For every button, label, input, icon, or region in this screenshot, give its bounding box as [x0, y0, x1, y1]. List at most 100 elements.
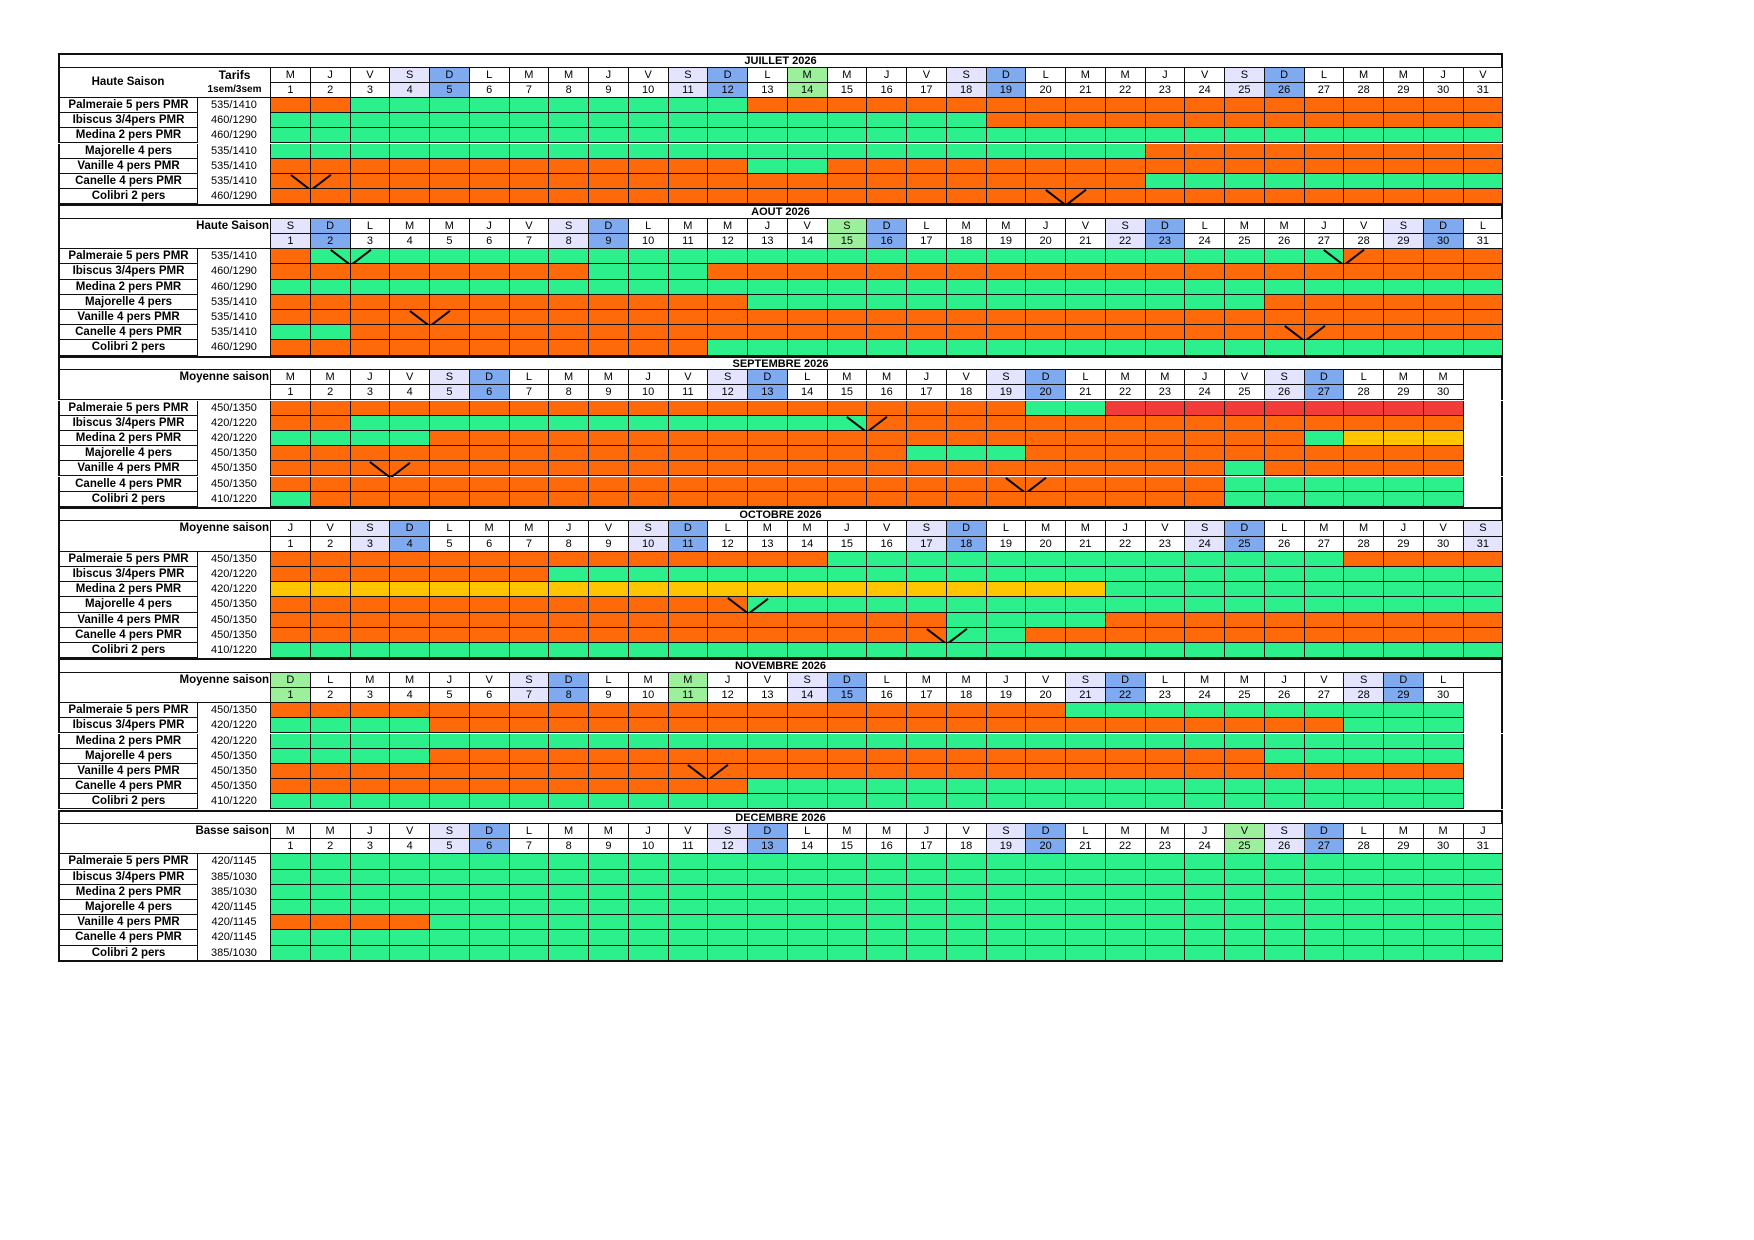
availability-cell[interactable]	[1026, 415, 1066, 431]
availability-cell[interactable]	[1225, 733, 1265, 749]
availability-cell[interactable]	[748, 249, 788, 265]
availability-cell[interactable]	[1423, 158, 1464, 174]
availability-cell[interactable]	[986, 446, 1027, 462]
availability-cell[interactable]	[907, 794, 947, 810]
availability-cell[interactable]	[1066, 310, 1106, 326]
availability-cell[interactable]	[628, 779, 669, 795]
availability-cell[interactable]	[509, 915, 550, 931]
availability-cell[interactable]	[1344, 310, 1384, 326]
availability-cell[interactable]	[509, 597, 550, 613]
availability-cell[interactable]	[827, 143, 868, 159]
availability-cell[interactable]	[946, 551, 987, 567]
availability-cell[interactable]	[668, 900, 709, 916]
availability-cell[interactable]	[668, 567, 709, 583]
availability-cell[interactable]	[390, 310, 430, 326]
availability-cell[interactable]	[350, 294, 391, 310]
availability-cell[interactable]	[271, 143, 311, 159]
availability-cell[interactable]	[1105, 97, 1146, 114]
availability-cell[interactable]	[787, 551, 828, 567]
availability-cell[interactable]	[748, 340, 788, 356]
availability-cell[interactable]	[668, 945, 709, 961]
availability-cell[interactable]	[390, 340, 430, 356]
availability-cell[interactable]	[827, 461, 868, 477]
availability-cell[interactable]	[271, 915, 311, 931]
availability-cell[interactable]	[1026, 582, 1066, 598]
availability-cell[interactable]	[986, 718, 1027, 734]
availability-cell[interactable]	[589, 476, 629, 492]
availability-cell[interactable]	[907, 733, 947, 749]
availability-cell[interactable]	[1145, 854, 1186, 870]
availability-cell[interactable]	[350, 551, 391, 567]
availability-cell[interactable]	[668, 748, 709, 764]
availability-cell[interactable]	[1264, 491, 1305, 507]
availability-cell[interactable]	[469, 779, 510, 795]
availability-cell[interactable]	[350, 869, 391, 885]
availability-cell[interactable]	[271, 567, 311, 583]
availability-cell[interactable]	[748, 491, 788, 507]
availability-cell[interactable]	[1185, 748, 1225, 764]
availability-cell[interactable]	[668, 430, 709, 447]
availability-cell[interactable]	[549, 430, 589, 447]
availability-cell[interactable]	[1105, 854, 1146, 870]
availability-cell[interactable]	[1225, 249, 1265, 265]
availability-cell[interactable]	[907, 491, 947, 507]
availability-cell[interactable]	[907, 461, 947, 477]
availability-cell[interactable]	[549, 854, 589, 870]
availability-cell[interactable]	[668, 97, 709, 114]
availability-cell[interactable]	[1304, 930, 1345, 946]
availability-cell[interactable]	[986, 173, 1027, 190]
availability-cell[interactable]	[350, 143, 391, 159]
availability-cell[interactable]	[708, 854, 748, 870]
availability-cell[interactable]	[946, 279, 987, 295]
availability-cell[interactable]	[628, 763, 669, 780]
availability-cell[interactable]	[628, 612, 669, 628]
availability-cell[interactable]	[271, 189, 311, 205]
availability-cell[interactable]	[827, 748, 868, 764]
availability-cell[interactable]	[390, 582, 430, 598]
availability-cell[interactable]	[1304, 733, 1345, 749]
availability-cell[interactable]	[390, 763, 430, 780]
availability-cell[interactable]	[867, 189, 907, 205]
availability-cell[interactable]	[787, 748, 828, 764]
availability-cell[interactable]	[867, 763, 907, 780]
availability-cell[interactable]	[271, 779, 311, 795]
availability-cell[interactable]	[1066, 945, 1106, 961]
availability-cell[interactable]	[1344, 582, 1384, 598]
availability-cell[interactable]	[1423, 476, 1464, 492]
availability-cell[interactable]	[1145, 491, 1186, 507]
availability-cell[interactable]	[549, 900, 589, 916]
availability-cell[interactable]	[1185, 279, 1225, 295]
availability-cell[interactable]	[907, 930, 947, 946]
availability-cell[interactable]	[668, 415, 709, 431]
availability-cell[interactable]	[469, 158, 510, 174]
availability-cell[interactable]	[1264, 173, 1305, 190]
availability-cell[interactable]	[310, 113, 351, 129]
availability-cell[interactable]	[748, 310, 788, 326]
availability-cell[interactable]	[469, 128, 510, 144]
availability-cell[interactable]	[748, 143, 788, 159]
availability-cell[interactable]	[1384, 461, 1424, 477]
availability-cell[interactable]	[628, 748, 669, 764]
availability-cell[interactable]	[1225, 718, 1265, 734]
availability-cell[interactable]	[390, 794, 430, 810]
availability-cell[interactable]	[1384, 945, 1424, 961]
availability-cell[interactable]	[1225, 930, 1265, 946]
availability-cell[interactable]	[1105, 733, 1146, 749]
availability-cell[interactable]	[787, 763, 828, 780]
availability-cell[interactable]	[748, 294, 788, 310]
availability-cell[interactable]	[271, 461, 311, 477]
availability-cell[interactable]	[827, 945, 868, 961]
availability-cell[interactable]	[350, 597, 391, 613]
availability-cell[interactable]	[668, 279, 709, 295]
availability-cell[interactable]	[509, 551, 550, 567]
availability-cell[interactable]	[986, 945, 1027, 961]
availability-cell[interactable]	[1066, 143, 1106, 159]
availability-cell[interactable]	[1463, 930, 1504, 946]
availability-cell[interactable]	[668, 733, 709, 749]
availability-cell[interactable]	[509, 643, 550, 659]
availability-cell[interactable]	[1344, 476, 1384, 492]
availability-cell[interactable]	[1066, 643, 1106, 659]
availability-cell[interactable]	[1145, 173, 1186, 190]
availability-cell[interactable]	[271, 551, 311, 567]
availability-cell[interactable]	[787, 612, 828, 628]
